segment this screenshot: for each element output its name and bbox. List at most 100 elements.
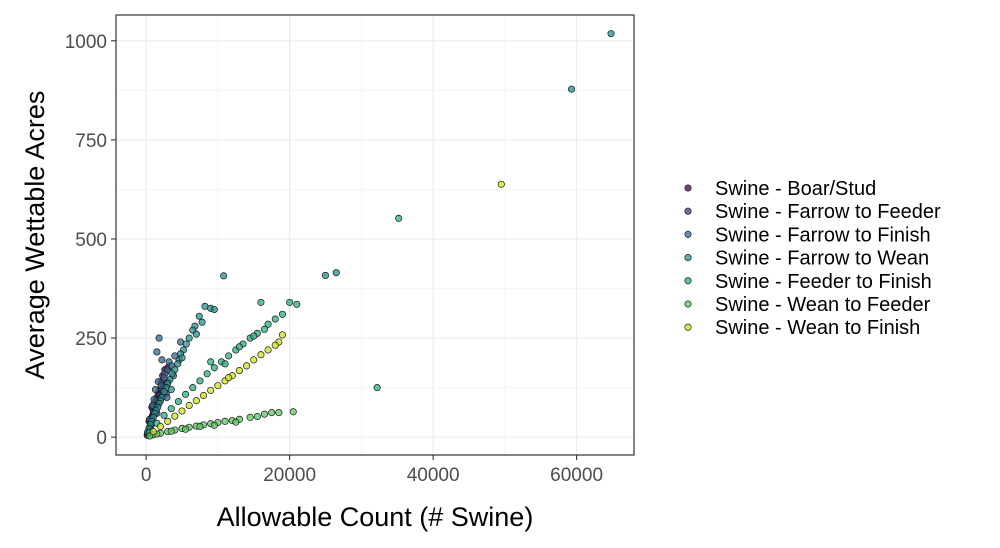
legend-item: Swine - Feeder to Finish bbox=[684, 271, 932, 293]
data-point bbox=[246, 413, 254, 421]
data-point bbox=[225, 374, 233, 382]
data-point bbox=[153, 348, 161, 356]
data-point bbox=[210, 421, 218, 429]
legend-key bbox=[684, 323, 692, 331]
data-point bbox=[182, 340, 190, 348]
data-point bbox=[207, 358, 215, 366]
data-point bbox=[373, 384, 381, 392]
data-point bbox=[235, 343, 243, 351]
y-axis-title: Average Wettable Acres bbox=[20, 91, 50, 380]
data-point bbox=[257, 298, 265, 306]
data-point bbox=[497, 180, 505, 188]
legend-item: Swine - Farrow to Wean bbox=[684, 248, 929, 270]
data-point bbox=[185, 401, 193, 410]
x-tick-label: 60000 bbox=[550, 465, 603, 486]
y-tick-label: 0 bbox=[96, 428, 107, 449]
series-2 bbox=[146, 334, 185, 423]
data-point bbox=[167, 386, 175, 394]
data-point bbox=[178, 407, 186, 415]
data-point bbox=[192, 330, 200, 338]
y-axis: 0 250 500 750 1000 bbox=[65, 32, 116, 449]
legend-label: Swine - Farrow to Finish bbox=[715, 224, 931, 246]
data-point bbox=[167, 405, 175, 413]
data-point bbox=[235, 367, 243, 375]
plot-area bbox=[115, 14, 635, 456]
data-point bbox=[275, 409, 283, 417]
data-point bbox=[293, 300, 301, 308]
data-point bbox=[225, 352, 233, 360]
y-tick-label: 1000 bbox=[65, 32, 107, 53]
data-point bbox=[192, 397, 200, 405]
legend-label: Swine - Wean to Feeder bbox=[715, 294, 931, 316]
data-point bbox=[199, 391, 208, 400]
data-point bbox=[164, 417, 172, 425]
legend-item: Swine - Boar/Stud bbox=[684, 178, 876, 200]
legend-item: Swine - Farrow to Finish bbox=[684, 224, 931, 246]
legend-item: Swine - Wean to Finish bbox=[684, 317, 920, 339]
data-point bbox=[395, 214, 403, 222]
legend-key bbox=[684, 254, 692, 262]
data-point bbox=[210, 305, 218, 314]
data-point bbox=[189, 384, 197, 392]
data-point bbox=[174, 397, 182, 406]
data-point bbox=[178, 354, 186, 362]
data-point bbox=[182, 425, 190, 433]
grid-lines bbox=[116, 15, 634, 455]
data-point bbox=[250, 332, 258, 340]
legend-item: Swine - Wean to Feeder bbox=[684, 294, 931, 316]
data-point bbox=[160, 411, 168, 419]
data-point bbox=[168, 370, 176, 378]
data-point bbox=[289, 408, 297, 416]
legend-label: Swine - Feeder to Finish bbox=[715, 271, 932, 293]
plot-border bbox=[115, 14, 635, 456]
data-point bbox=[151, 386, 160, 394]
legend-label: Swine - Boar/Stud bbox=[715, 178, 876, 200]
legend-key bbox=[684, 230, 692, 238]
data-point bbox=[220, 272, 228, 280]
data-point bbox=[243, 362, 251, 370]
data-point bbox=[607, 30, 615, 38]
data-point bbox=[568, 85, 576, 93]
legend-key bbox=[684, 300, 692, 308]
data-point bbox=[232, 418, 240, 426]
data-points bbox=[143, 30, 615, 440]
x-tick-label: 40000 bbox=[407, 465, 460, 486]
data-point bbox=[156, 422, 165, 431]
data-point bbox=[286, 298, 294, 306]
data-point bbox=[332, 269, 340, 277]
data-point bbox=[149, 428, 157, 436]
x-tick-label: 0 bbox=[141, 465, 152, 486]
data-point bbox=[264, 320, 272, 328]
data-point bbox=[182, 390, 190, 398]
data-point bbox=[253, 412, 261, 421]
data-point bbox=[221, 417, 229, 425]
x-axis-title: Allowable Count (# Swine) bbox=[217, 502, 534, 532]
data-point bbox=[158, 356, 166, 364]
y-tick-label: 250 bbox=[75, 329, 107, 350]
data-point bbox=[250, 356, 258, 364]
x-tick-label: 20000 bbox=[263, 465, 316, 486]
y-tick-label: 500 bbox=[75, 230, 107, 251]
data-point bbox=[221, 360, 229, 368]
legend-key bbox=[684, 184, 692, 192]
data-point bbox=[271, 315, 279, 323]
data-point bbox=[185, 334, 193, 342]
data-point bbox=[203, 370, 211, 378]
data-point bbox=[155, 334, 163, 342]
data-point bbox=[321, 271, 330, 279]
y-tick-label: 750 bbox=[75, 131, 107, 152]
legend-label: Swine - Farrow to Feeder bbox=[715, 201, 941, 223]
data-point bbox=[271, 341, 279, 349]
data-point bbox=[278, 310, 287, 318]
data-point bbox=[196, 377, 204, 385]
legend-item: Swine - Farrow to Feeder bbox=[684, 201, 941, 223]
data-point bbox=[195, 312, 203, 320]
legend-key bbox=[684, 277, 692, 285]
data-point bbox=[207, 386, 215, 394]
data-point bbox=[214, 382, 222, 390]
data-point bbox=[210, 364, 218, 372]
data-point bbox=[257, 351, 265, 359]
